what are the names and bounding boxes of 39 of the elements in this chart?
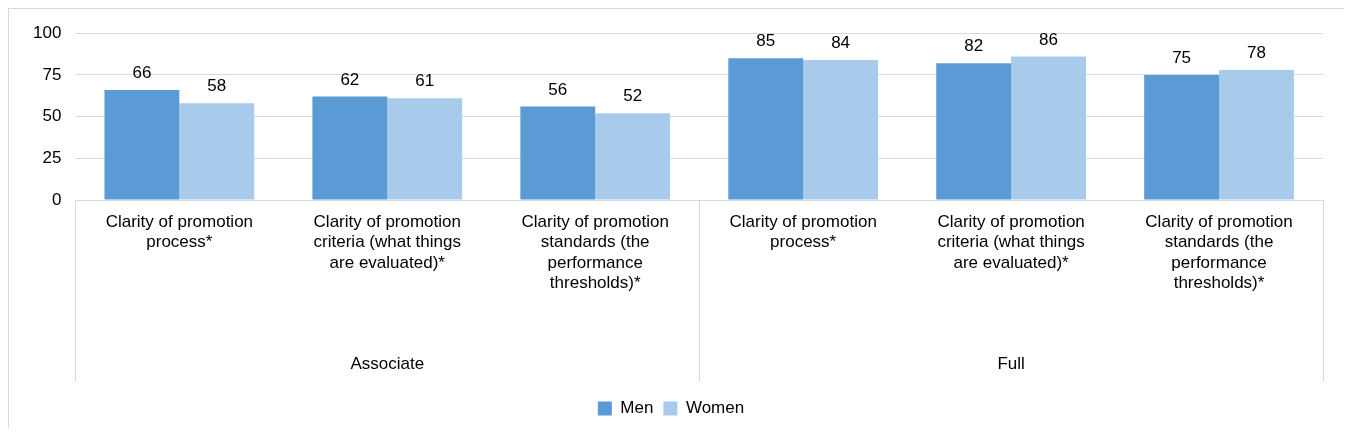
- bar: [312, 96, 388, 200]
- bar: [803, 59, 879, 200]
- bar: [728, 58, 804, 200]
- x-tick-label: Clarity of promotion criteria (what things are evaluated)*: [937, 211, 1085, 272]
- bar: [1011, 56, 1086, 200]
- bar: [1219, 69, 1294, 200]
- data-label: 56: [548, 79, 568, 99]
- bar: [179, 103, 255, 200]
- x-tick-label: Clarity of promotion process*: [729, 211, 877, 252]
- y-tick-label: 100: [32, 22, 62, 42]
- text: Associate: [350, 353, 425, 373]
- data-label: 78: [1247, 43, 1266, 63]
- data-label: 82: [964, 36, 984, 56]
- x-tick-label: Clarity of promotion standards (the performance thresholds)*: [1145, 211, 1293, 293]
- bar: [387, 98, 463, 200]
- y-tick-label: 25: [42, 147, 62, 167]
- x-tick-label: Clarity of promotion standards (the performance thresholds)*: [521, 211, 669, 293]
- data-label: 62: [340, 69, 360, 89]
- data-label: 52: [623, 86, 643, 106]
- x-tick-label: Clarity of promotion process*: [105, 211, 254, 252]
- legend-label: Men: [620, 398, 654, 418]
- data-label: 84: [831, 33, 851, 53]
- y-tick-label: 75: [42, 64, 62, 84]
- data-label: 86: [1039, 29, 1058, 49]
- bar: [520, 106, 596, 200]
- data-label: 85: [756, 31, 776, 51]
- data-label: 61: [415, 71, 435, 91]
- y-tick-label: 50: [42, 106, 62, 126]
- text: Full: [997, 353, 1025, 373]
- data-label: 75: [1172, 48, 1192, 68]
- bar: [936, 63, 1012, 200]
- x-tick-label: Clarity of promotion criteria (what things are evaluated)*: [313, 211, 461, 272]
- data-label: 58: [207, 76, 227, 96]
- bar: [595, 113, 671, 200]
- bar: [104, 89, 180, 200]
- bar: [1144, 74, 1220, 200]
- data-label: 66: [132, 63, 152, 83]
- y-tick-label: 0: [51, 189, 62, 209]
- legend-label: Women: [685, 398, 745, 418]
